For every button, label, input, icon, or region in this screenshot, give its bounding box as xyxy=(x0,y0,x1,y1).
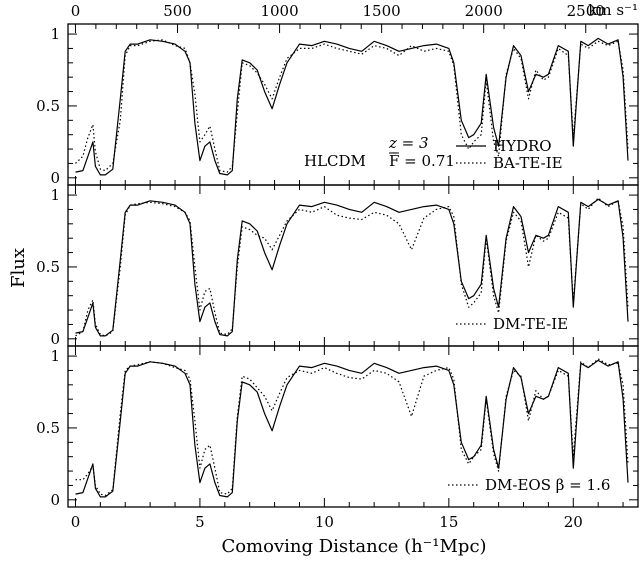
x-tick-label: 15 xyxy=(439,513,458,531)
y-tick-label: 1 xyxy=(50,186,60,204)
dotted-series-line xyxy=(75,39,629,173)
top-tick-label: 0 xyxy=(71,2,81,20)
legend-dm-te-ie-label: DM-TE-IE xyxy=(493,315,568,333)
model-label-hlcdm: HLCDM xyxy=(304,152,366,170)
y-tick-label: 0 xyxy=(50,491,60,509)
x-tick-label: 0 xyxy=(71,513,81,531)
redshift-label: z = 3 xyxy=(388,134,429,152)
top-tick-label: 500 xyxy=(163,2,192,20)
top-axis-unit: km s⁻¹ xyxy=(588,1,638,19)
legend-ba-te-ie-label: BA-TE-IE xyxy=(493,154,563,172)
x-tick-label: 10 xyxy=(315,513,334,531)
y-tick-label: 1 xyxy=(50,347,60,365)
legend-panel-2: DM-TE-IE xyxy=(456,315,568,333)
top-tick-label: 1500 xyxy=(363,2,401,20)
legend-panel-3: DM-EOS β = 1.6 xyxy=(448,476,610,494)
top-tick-label: 2500 xyxy=(567,2,605,20)
top-tick-label: 2000 xyxy=(465,2,503,20)
x-axis-title: Comoving Distance (h⁻¹Mpc) xyxy=(221,536,486,557)
legend-panel-1: HYDRO BA-TE-IE xyxy=(456,137,563,172)
top-tick-label: 1000 xyxy=(260,2,298,20)
panel-frame xyxy=(67,345,639,508)
y-tick-label: 1 xyxy=(50,25,60,43)
y-tick-label: 0.5 xyxy=(36,97,60,115)
mean-flux-label: F̄ = 0.71 xyxy=(389,152,455,170)
y-tick-label: 0 xyxy=(50,330,60,348)
y-tick-label: 0 xyxy=(50,169,60,187)
hydro-series-line xyxy=(75,198,629,337)
y-tick-label: 0.5 xyxy=(36,258,60,276)
x-tick-label: 20 xyxy=(564,513,583,531)
legend-hydro-label: HYDRO xyxy=(493,137,552,155)
y-axis-title: Flux xyxy=(8,248,29,288)
dotted-series-line xyxy=(75,358,629,497)
hydro-series-line xyxy=(75,37,629,176)
x-tick-label: 5 xyxy=(195,513,205,531)
dotted-series-line xyxy=(75,197,629,337)
y-tick-label: 0.5 xyxy=(36,419,60,437)
legend-dm-eos-label: DM-EOS β = 1.6 xyxy=(485,476,610,494)
